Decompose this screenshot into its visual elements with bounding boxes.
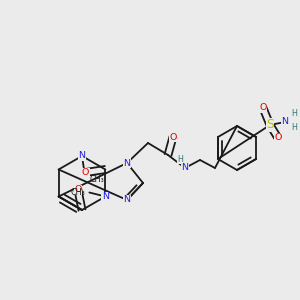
Text: H: H <box>291 124 297 133</box>
Text: CH₃: CH₃ <box>70 188 86 197</box>
Text: N: N <box>124 196 130 205</box>
Text: O: O <box>259 103 267 112</box>
Text: O: O <box>274 134 282 142</box>
Text: O: O <box>82 168 89 177</box>
Text: N: N <box>281 118 289 127</box>
Text: CH₃: CH₃ <box>89 176 104 184</box>
Text: N: N <box>102 192 109 201</box>
Text: H: H <box>177 154 183 164</box>
Text: O: O <box>74 185 82 194</box>
Text: N: N <box>182 164 188 172</box>
Text: O: O <box>169 133 177 142</box>
Text: N: N <box>124 158 130 167</box>
Text: H: H <box>291 110 297 118</box>
Text: S: S <box>266 118 274 131</box>
Text: N: N <box>79 152 86 160</box>
